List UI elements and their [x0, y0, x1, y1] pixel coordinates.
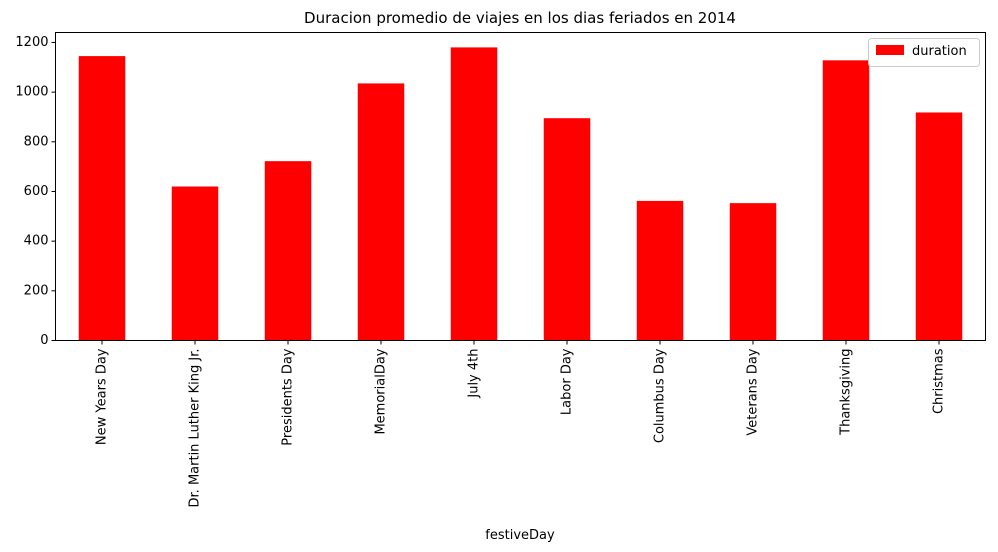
chart-title: Duracion promedio de viajes en los dias … [304, 9, 736, 27]
x-tick-label: Labor Day [560, 348, 575, 415]
x-tick-label: Christmas [932, 348, 947, 414]
bar [636, 200, 684, 341]
bar [543, 118, 591, 341]
y-tick-label: 1200 [15, 35, 48, 50]
x-tick-label: Veterans Day [746, 348, 761, 435]
bar [915, 112, 963, 341]
x-tick-label: Thanksgiving [839, 349, 854, 436]
x-axis: New Years Day Dr. Martin Luther King Jr. P… [95, 340, 947, 508]
x-tick-label: Presidents Day [281, 348, 296, 446]
bar [171, 186, 219, 341]
x-tick-label: New Years Day [95, 348, 110, 445]
x-axis-label: festiveDay [485, 528, 555, 543]
y-tick-label: 0 [40, 333, 48, 348]
y-tick-label: 1000 [15, 85, 48, 100]
plot-frame [55, 32, 986, 341]
bar [264, 161, 312, 341]
legend-swatch [876, 45, 904, 55]
y-tick-label: 600 [24, 184, 49, 199]
bar [822, 60, 870, 341]
y-axis: 0 200 400 600 800 1000 1200 [15, 35, 56, 348]
bar [357, 83, 405, 341]
legend-label: duration [912, 44, 967, 59]
bar [450, 47, 498, 341]
x-tick-label: MemorialDay [374, 348, 389, 434]
x-tick-label: July 4th [467, 349, 482, 399]
y-tick-label: 200 [24, 283, 49, 298]
x-tick-label: Dr. Martin Luther King Jr. [188, 349, 203, 508]
bar [729, 203, 777, 341]
y-tick-label: 400 [24, 234, 49, 249]
x-tick-label: Columbus Day [653, 348, 668, 443]
y-tick-label: 800 [24, 134, 49, 149]
legend: duration [868, 38, 980, 67]
bars-group [78, 47, 963, 341]
bar [78, 56, 126, 341]
